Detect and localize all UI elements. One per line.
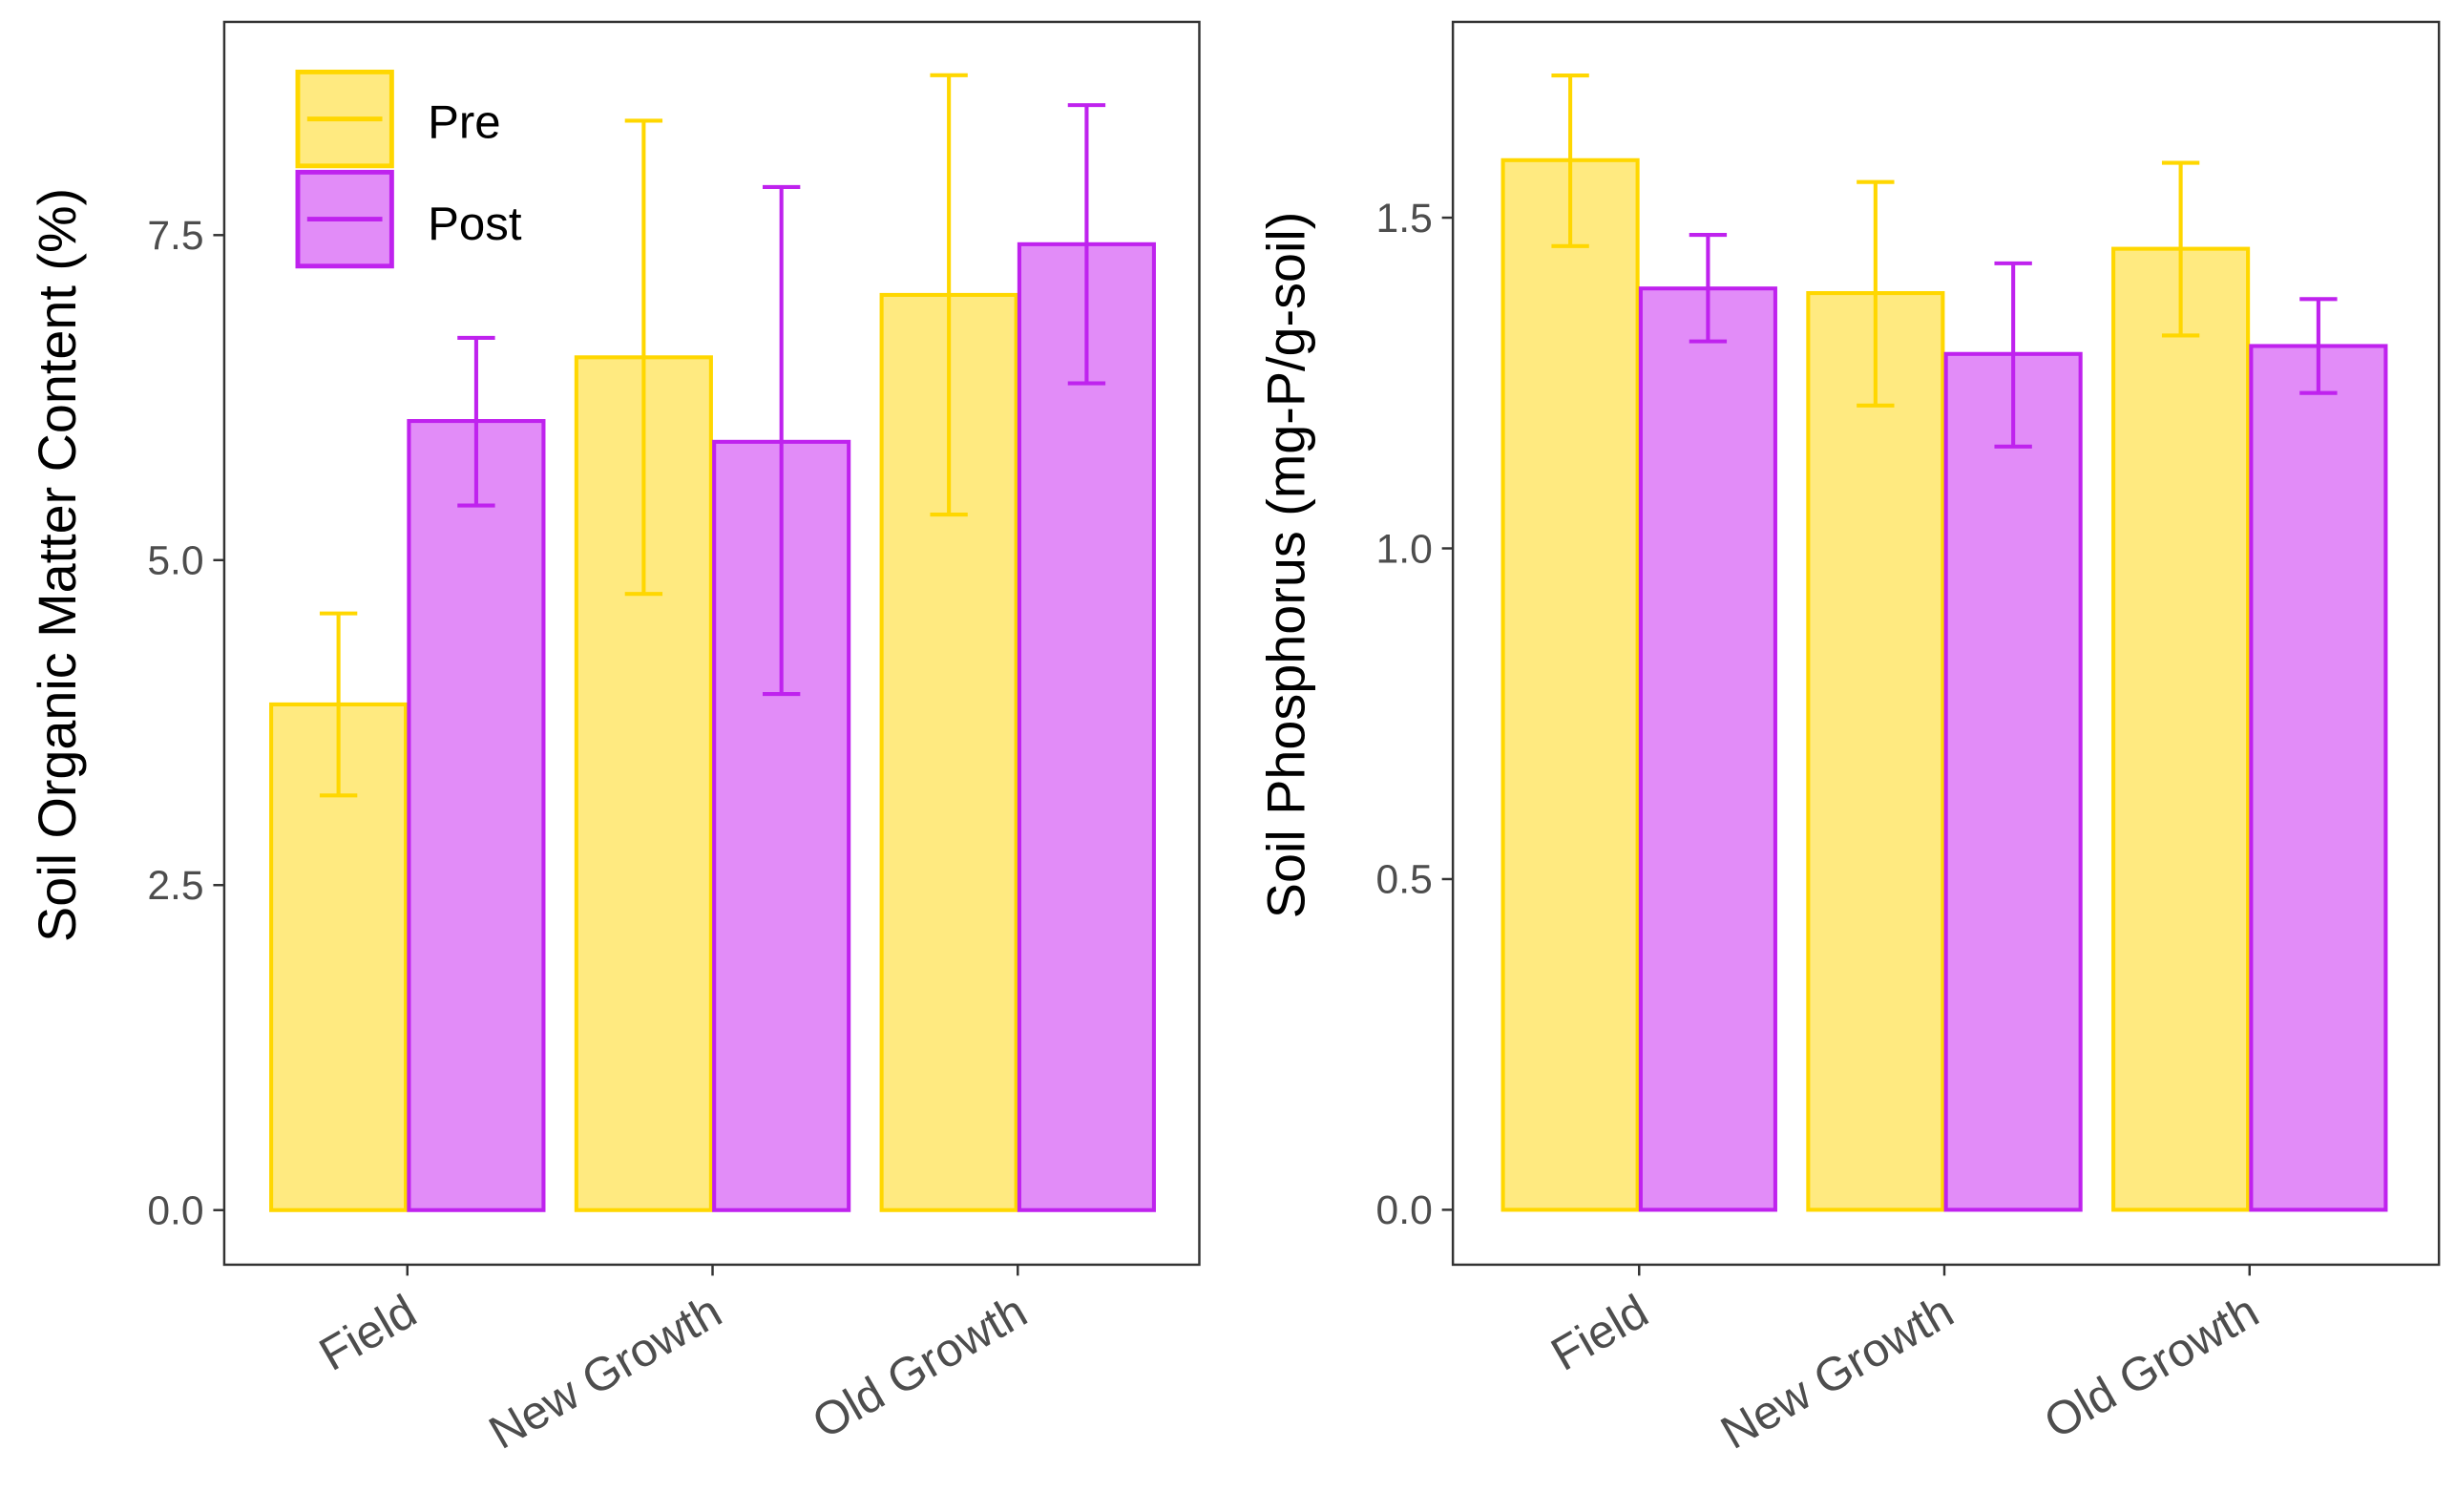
bar-pre-1	[1806, 290, 1945, 1212]
x-tick-label: Old Growth	[2035, 1285, 2267, 1449]
y-tick-label: 1.5	[1376, 196, 1433, 242]
legend-label-post: Post	[428, 198, 522, 250]
y-tick-label: 7.5	[147, 213, 203, 259]
legend-label-pre: Pre	[428, 95, 501, 148]
x-tick-label: Field	[1542, 1285, 1657, 1381]
bar-post-2	[1017, 242, 1156, 1212]
phosphorus-chart: 0.0 0.5 1.0 1.5 Field New Growth Old Growth Soi…	[1256, 20, 2441, 1460]
y-tick-label: 5.0	[147, 538, 203, 584]
y-tick-label: 1.0	[1376, 526, 1433, 572]
y-tick-label: 0.0	[1376, 1187, 1433, 1233]
bar-pre-2	[2111, 246, 2251, 1212]
bar-pre-0	[269, 702, 409, 1212]
bar-post-1	[1943, 351, 2083, 1212]
x-tick-label: New Growth	[1712, 1285, 1962, 1460]
y-tick-label: 2.5	[147, 863, 203, 909]
bar-post-0	[407, 419, 546, 1212]
y-axis-title: Soil Phosphorus (mg-P/g-soil)	[1256, 212, 1315, 919]
bar-post-0	[1638, 286, 1777, 1212]
x-tick-label: New Growth	[480, 1285, 730, 1460]
x-tick-label: Old Growth	[804, 1285, 1036, 1449]
y-axis-title: Soil Organic Matter Content (%)	[28, 188, 87, 942]
bar-post-2	[2249, 344, 2388, 1212]
x-tick-label: Field	[311, 1285, 426, 1381]
bar-pre-0	[1500, 158, 1640, 1212]
y-tick-label: 0.0	[147, 1187, 203, 1233]
organic-matter-chart: 0.0 2.5 5.0 7.5 Field New Growth Old Growth Soi…	[28, 20, 1201, 1460]
legend: Pre Post	[295, 69, 522, 269]
y-tick-label: 0.5	[1376, 857, 1433, 903]
